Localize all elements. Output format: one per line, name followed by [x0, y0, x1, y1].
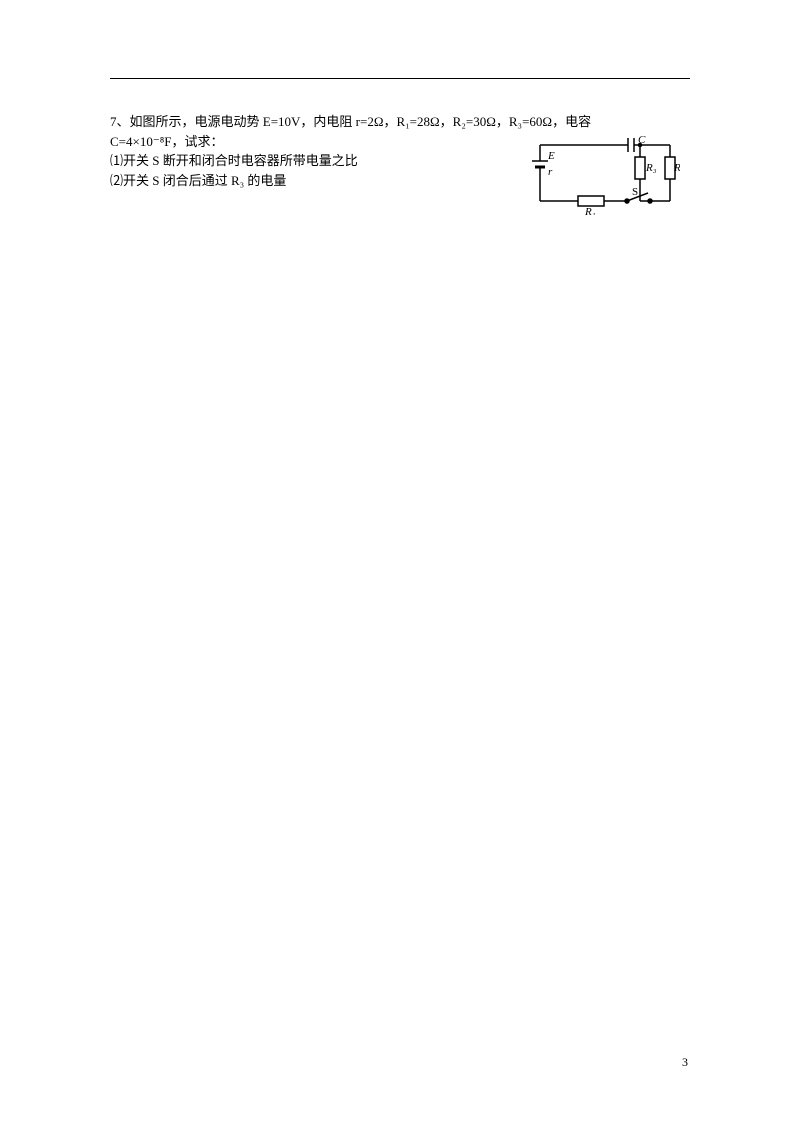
horizontal-rule	[110, 78, 690, 79]
page-number: 3	[682, 1055, 688, 1070]
label-E: E	[547, 150, 555, 162]
circuit-svg: E r C R₁ R₂ R₃ S	[530, 135, 680, 215]
label-r: r	[548, 166, 553, 178]
label-R3: R₃	[645, 162, 657, 174]
label-R2: R₂	[673, 162, 680, 174]
label-S: S	[632, 186, 638, 198]
circuit-diagram: E r C R₁ R₂ R₃ S	[530, 135, 680, 219]
label-C: C	[638, 135, 646, 146]
text-line-1: 7、如图所示，电源电动势 E=10V，内电阻 r=2Ω，R₁=28Ω，R₂=30…	[110, 112, 690, 132]
label-R1: R₁	[584, 206, 596, 215]
